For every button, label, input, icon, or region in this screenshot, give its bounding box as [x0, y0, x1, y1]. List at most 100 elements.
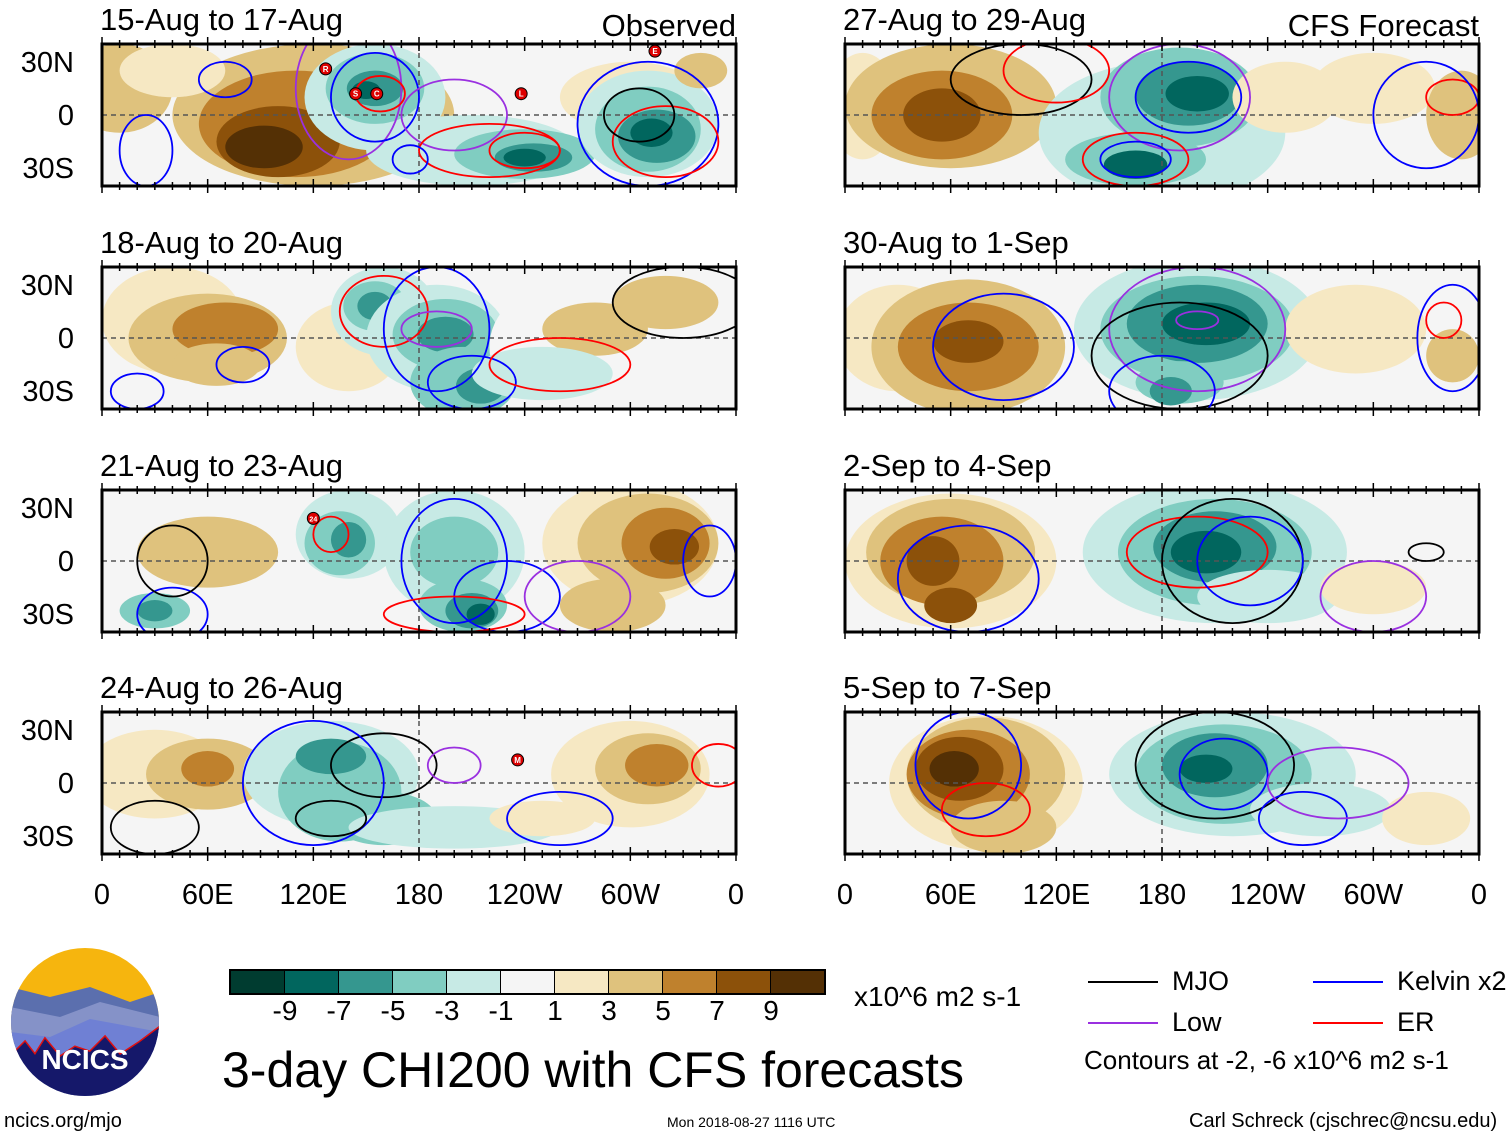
latitude-label: 0 — [57, 100, 74, 132]
chi200-anomaly-shading — [1250, 783, 1391, 837]
chi200-map — [843, 260, 1481, 416]
wave-contour — [1108, 44, 1251, 152]
wave-contour — [506, 790, 614, 847]
chi200-anomaly-shading — [295, 738, 367, 775]
chi200-anomaly-shading — [1165, 75, 1229, 112]
wave-contour — [426, 354, 517, 409]
wave-contour — [1425, 301, 1463, 339]
wave-contour — [1134, 60, 1243, 134]
chi200-anomaly-shading — [471, 346, 613, 401]
longitude-label: 120E — [279, 879, 348, 911]
chi200-anomaly-shading — [649, 529, 700, 565]
wave-contour — [118, 114, 174, 186]
tropical-cyclone-icon: R — [319, 62, 333, 76]
longitude-label: 0 — [727, 879, 745, 911]
wave-contour — [1002, 44, 1111, 104]
chi200-anomaly-shading — [950, 800, 1057, 854]
latitude-label: 30N — [20, 715, 74, 747]
latitude-label: 0 — [57, 768, 74, 800]
colorbar-tick-label: -5 — [380, 995, 406, 1026]
colorbar-tick-label: 5 — [655, 995, 671, 1026]
panel-title: 24-Aug to 26-Aug — [100, 670, 344, 705]
chi200-anomaly-shading — [1149, 377, 1192, 406]
panel-title: 30-Aug to 1-Sep — [843, 225, 1069, 260]
chi200-anomaly-shading — [1103, 150, 1168, 179]
wave-contour — [611, 267, 736, 339]
wave-contour — [914, 712, 1022, 820]
chi200-map — [100, 260, 738, 416]
chi200-anomaly-shading — [489, 800, 596, 837]
wave-contour — [1266, 746, 1410, 820]
legend-label: Kelvin x2 — [1397, 966, 1507, 996]
storm-label: S — [353, 90, 359, 99]
wave-contour — [426, 746, 482, 784]
wave-contour — [382, 595, 526, 632]
chi200-anomaly-shading — [1426, 329, 1479, 383]
chi200-map — [843, 483, 1481, 639]
wave-contour — [330, 51, 420, 143]
footer-url[interactable]: ncics.org/mjo — [4, 1110, 122, 1132]
colorbar-swatch — [285, 971, 339, 993]
longitude-label: 120E — [1022, 879, 1091, 911]
wave-contour — [136, 586, 209, 632]
wave-contour — [488, 337, 632, 393]
chi200-anomaly-shading — [612, 275, 719, 330]
legend-line-swatch — [1313, 1022, 1383, 1024]
latitude-label: 0 — [57, 546, 74, 578]
chi200-anomaly-shading — [625, 743, 689, 787]
panel-title: 18-Aug to 20-Aug — [100, 225, 344, 260]
panel-title: 21-Aug to 23-Aug — [100, 448, 344, 483]
latitude-label: 30S — [22, 599, 74, 631]
colorbar — [229, 969, 826, 995]
longitude-label: 60E — [924, 879, 977, 911]
chi200-anomaly-shading — [1170, 530, 1242, 574]
colorbar-swatch — [447, 971, 501, 993]
tropical-cyclone-icon: M — [511, 753, 525, 767]
chi200-anomaly-shading — [1311, 52, 1435, 124]
panel-tag: Observed — [601, 8, 736, 43]
colorbar-tick-label: 9 — [763, 995, 779, 1026]
storm-label: L — [519, 90, 524, 99]
wave-contour — [136, 524, 209, 598]
colorbar-tick-label: -7 — [326, 995, 352, 1026]
latitude-label: 30S — [22, 376, 74, 408]
wave-contour — [109, 372, 165, 409]
wave-contour — [391, 144, 429, 175]
colorbar-units: x10^6 m2 s-1 — [854, 981, 1022, 1012]
storm-label: 24 — [309, 516, 317, 523]
colorbar-swatch — [231, 971, 285, 993]
wave-contour — [1178, 737, 1269, 811]
wave-contour — [1319, 560, 1428, 632]
wave-contour — [576, 60, 720, 186]
chi200-anomaly-shading — [630, 118, 673, 147]
wave-contour — [1099, 140, 1172, 179]
chi200-anomaly-shading — [674, 52, 728, 89]
latitude-label: 30S — [22, 821, 74, 853]
longitude-label: 60E — [181, 879, 234, 911]
wave-contour — [896, 524, 1040, 632]
latitude-label: 30N — [20, 270, 74, 302]
chi200-anomaly-shading — [225, 125, 303, 169]
tropical-cyclone-icon: E — [648, 44, 662, 58]
chi200-anomaly-shading — [1382, 791, 1471, 846]
colorbar-swatch — [393, 971, 447, 993]
wave-contour — [940, 782, 1031, 838]
colorbar-swatch — [771, 971, 824, 993]
colorbar-tick-label: 1 — [547, 995, 563, 1026]
longitude-label: 0 — [93, 879, 111, 911]
legend-line-swatch — [1313, 981, 1383, 983]
chi200-anomaly-shading — [1285, 284, 1427, 374]
wave-contour — [611, 105, 720, 179]
footer-author: Carl Schreck (cjschrec@ncsu.edu) — [1189, 1110, 1498, 1132]
colorbar-tick-label: -1 — [488, 995, 514, 1026]
legend-label: MJO — [1172, 966, 1229, 996]
wave-contour — [1125, 515, 1269, 589]
wave-contour — [400, 310, 473, 348]
wave-contour — [1416, 283, 1479, 393]
legend-line-swatch — [1088, 981, 1158, 983]
chi200-anomaly-shading — [1232, 61, 1339, 133]
tropical-cyclone-icon: 24 — [306, 511, 320, 525]
colorbar-tick-label: -9 — [272, 995, 298, 1026]
chi200-anomaly-shading — [137, 600, 173, 622]
longitude-label: 120W — [486, 879, 563, 911]
